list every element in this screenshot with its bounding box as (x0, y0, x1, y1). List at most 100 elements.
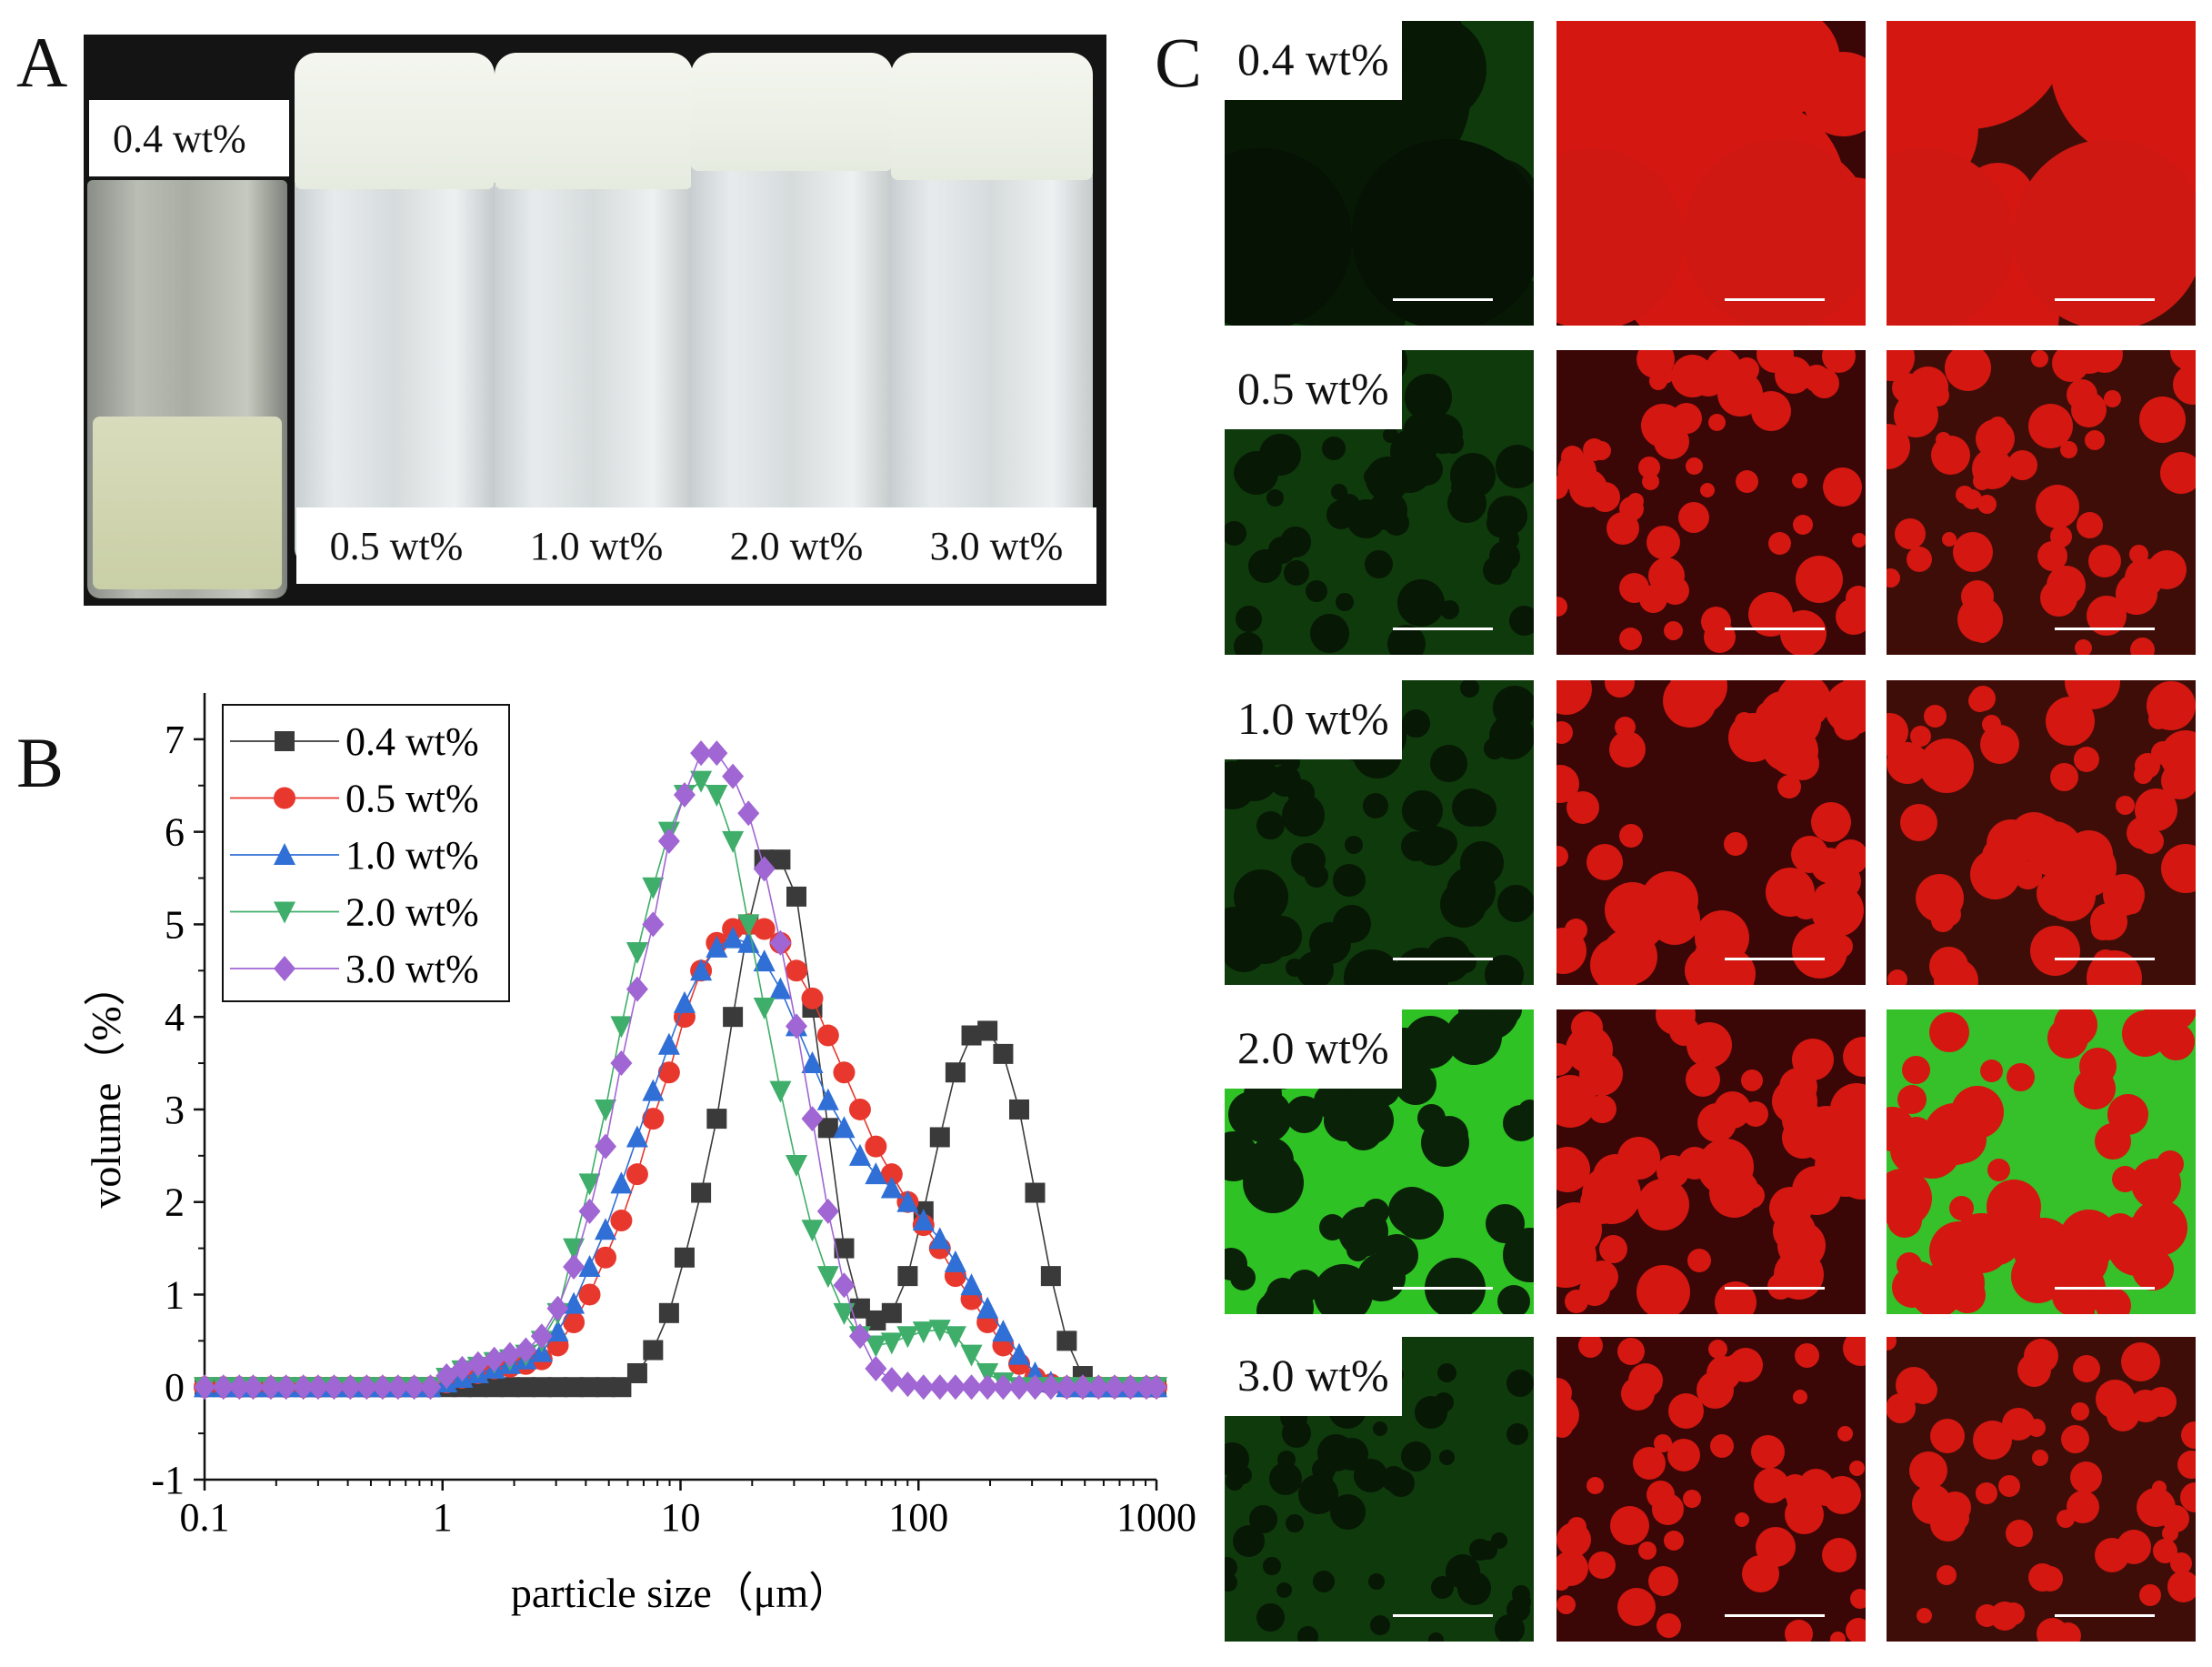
vial-2-0 (691, 53, 893, 562)
micrograph-row1-green (1225, 21, 1534, 326)
data-point (737, 930, 760, 953)
panel-label-b: B (16, 723, 65, 802)
data-point (610, 1210, 633, 1232)
data-point (275, 1374, 297, 1401)
data-point (483, 1346, 505, 1372)
data-point (674, 1247, 695, 1268)
micrograph-row-label: 3.0 wt% (1225, 1334, 1402, 1416)
vials-photo: 0.4 wt% 0.5 wt% 1.0 wt% 2.0 wt% 3.0 wt% (84, 35, 1106, 606)
data-point (595, 1133, 617, 1160)
vial-labels-strip: 0.5 wt% 1.0 wt% 2.0 wt% 3.0 wt% (296, 507, 1096, 584)
y-tick-label: 5 (165, 902, 185, 947)
data-point (706, 740, 728, 767)
data-point (515, 1337, 537, 1363)
data-point (833, 1061, 856, 1084)
data-point (928, 1374, 951, 1401)
data-point (896, 1371, 919, 1398)
micrograph-row4-merged (1887, 1009, 2196, 1314)
data-point (960, 1374, 983, 1401)
micrograph-row4-green (1225, 1009, 1534, 1314)
data-point (992, 1320, 1015, 1342)
data-point (657, 828, 680, 854)
data-point (897, 1266, 918, 1287)
scale-bar (1725, 958, 1825, 960)
vial-0-4 (87, 180, 287, 598)
scale-bar (1725, 1287, 1825, 1290)
data-point (880, 1163, 903, 1186)
legend-box (222, 704, 510, 1002)
data-point (816, 1266, 839, 1289)
data-point (578, 1198, 601, 1224)
vial-label-3-0: 3.0 wt% (929, 523, 1064, 568)
data-point (706, 935, 728, 958)
data-point (642, 877, 665, 899)
scale-bar (2055, 628, 2155, 630)
data-point (769, 1080, 792, 1103)
data-point (690, 959, 713, 981)
data-point (944, 1250, 966, 1272)
data-point (546, 1295, 569, 1321)
data-point (610, 1050, 633, 1077)
data-point (865, 1135, 887, 1158)
data-point (1008, 1374, 1031, 1401)
vial-label-0-5: 0.5 wt% (329, 523, 464, 568)
data-point (499, 1377, 520, 1398)
data-point (339, 1374, 362, 1401)
data-point (547, 1377, 568, 1398)
data-point (1103, 1374, 1126, 1401)
data-point (722, 926, 745, 949)
data-point (866, 1310, 886, 1331)
data-point (753, 856, 776, 882)
data-point (849, 1298, 870, 1319)
chart-axes: 0.1 1 10 100 1000 -1 0 1 2 3 4 5 6 7 (151, 693, 1196, 1540)
data-point (403, 1374, 425, 1401)
data-point (194, 1374, 215, 1401)
data-point (770, 849, 791, 870)
data-point (801, 1106, 824, 1132)
chart-legend: 0.4 wt% 0.5 wt% 1.0 wt% 2.0 wt% 3.0 wt% (222, 704, 510, 1002)
data-point (595, 1246, 617, 1269)
panel-label-a: A (16, 23, 68, 102)
data-point (801, 1051, 824, 1074)
data-point (753, 949, 776, 972)
data-point (816, 1088, 839, 1110)
data-point (880, 1176, 903, 1199)
data-point (960, 1273, 983, 1296)
data-point (1119, 1374, 1142, 1401)
data-point (610, 1171, 633, 1194)
data-point (833, 1302, 856, 1325)
y-tick-label: 4 (165, 995, 185, 1039)
data-point (259, 1374, 282, 1401)
data-point (563, 1253, 586, 1280)
legend-label: 2.0 wt% (345, 890, 479, 935)
data-point (355, 1374, 378, 1401)
data-point (611, 1377, 632, 1398)
legend-label: 0.4 wt% (345, 719, 479, 764)
data-point (769, 977, 792, 999)
chart-series (194, 740, 1167, 1401)
micrograph-row-label: 0.5 wt% (1225, 347, 1402, 429)
panel-label-c: C (1155, 23, 1203, 102)
data-point (1056, 1374, 1078, 1401)
data-point (306, 1374, 329, 1401)
data-point (912, 1209, 935, 1231)
data-point (961, 1025, 982, 1046)
data-point (419, 1374, 442, 1401)
data-point (657, 1061, 680, 1084)
data-point (1087, 1374, 1110, 1401)
micrograph-row3-red (1556, 680, 1866, 985)
data-point (451, 1355, 474, 1381)
data-point (801, 1220, 824, 1242)
micrograph-row2-red (1556, 350, 1866, 655)
data-point (563, 1311, 586, 1333)
data-point (435, 1363, 458, 1390)
micrograph-row1-merged (1887, 21, 2196, 326)
data-point (626, 1163, 648, 1186)
legend-marker (274, 901, 295, 924)
data-point (484, 1377, 505, 1398)
legend-marker (274, 787, 295, 809)
micrograph-row3-merged (1887, 680, 2196, 985)
data-point (944, 1326, 966, 1349)
legend-marker (275, 731, 295, 751)
legend-marker (274, 843, 295, 865)
